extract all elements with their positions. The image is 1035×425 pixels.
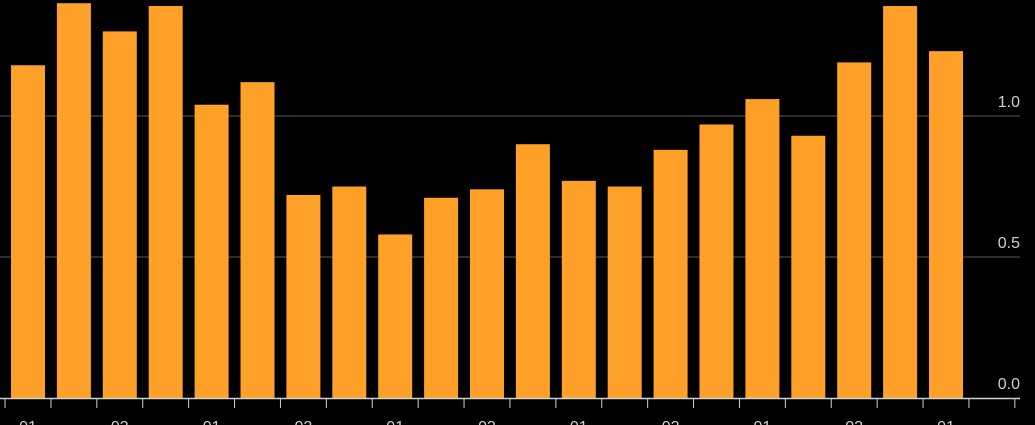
bar-layer xyxy=(11,3,963,399)
x-tick-label: 01 xyxy=(570,419,588,425)
bar xyxy=(745,99,780,398)
bar xyxy=(837,62,872,399)
y-tick-label: 0.5 xyxy=(998,235,1020,252)
bar xyxy=(883,6,918,399)
bar xyxy=(561,180,596,398)
x-tick-label: 01 xyxy=(754,419,772,425)
bar xyxy=(653,149,688,398)
x-tick-label: 01 xyxy=(203,419,221,425)
bar xyxy=(240,82,275,398)
x-tick-label: 03 xyxy=(845,419,863,425)
bar xyxy=(378,234,413,398)
x-tick-label: 03 xyxy=(478,419,496,425)
x-tick-label: 03 xyxy=(295,419,313,425)
bar xyxy=(102,31,137,399)
bar xyxy=(286,194,321,398)
bar xyxy=(194,104,229,398)
bar xyxy=(148,6,183,399)
axis-layer: 0.0 0.5 1.0 01 03 01 03 01 03 01 03 01 03 01 xyxy=(0,94,1020,425)
bar xyxy=(332,186,367,398)
x-tick-label: 03 xyxy=(111,419,129,425)
bar xyxy=(424,197,459,398)
y-tick-label: 1.0 xyxy=(998,94,1020,111)
bar xyxy=(56,3,91,398)
x-tick-label: 01 xyxy=(19,419,37,425)
bar xyxy=(470,189,504,398)
bar xyxy=(791,135,826,399)
x-tick-label: 01 xyxy=(386,419,404,425)
bar xyxy=(11,65,45,399)
x-tick-label: 01 xyxy=(937,419,955,425)
bar xyxy=(699,124,734,399)
bar xyxy=(607,186,642,398)
x-tick-label: 03 xyxy=(662,419,680,425)
y-tick-label: 0.0 xyxy=(998,376,1020,393)
bar xyxy=(515,144,550,398)
bar xyxy=(929,51,963,398)
